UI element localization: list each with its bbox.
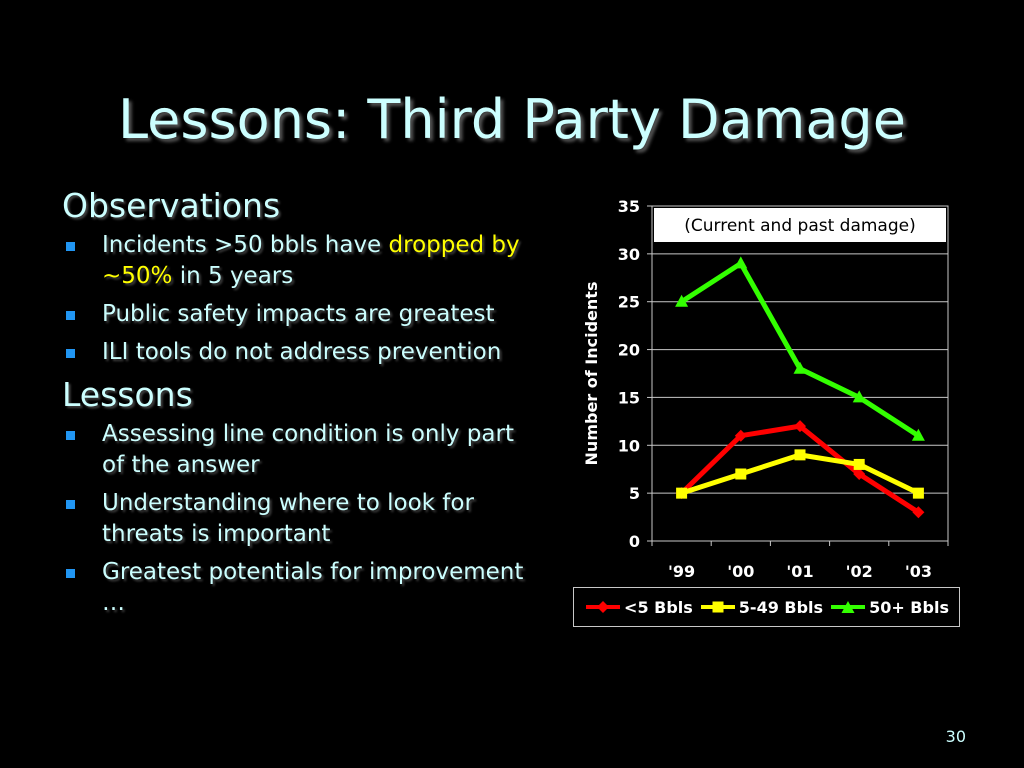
observation-item-3: ILI tools do not address prevention [62, 337, 542, 368]
lesson-item-3: Greatest potentials for improvement … [62, 557, 542, 619]
legend-label-2: 5-49 Bbls [738, 597, 824, 617]
legend-swatch-2 [700, 601, 735, 613]
data-point-1-3 [794, 420, 806, 433]
x-tick-label: '99 [668, 562, 695, 581]
chart-plot: 0 5 10 15 20 25 30 35 '99 '00 '01 '02 '03 Number of I… [582, 197, 949, 581]
annotation-box [654, 208, 946, 242]
x-tick-label: '01 [786, 562, 813, 581]
data-point-2-3 [794, 449, 806, 461]
legend-label-1: <5 Bbls [624, 597, 693, 617]
observation-item-2: Public safety impacts are greatest [62, 299, 542, 330]
x-tick-label: '00 [727, 562, 754, 581]
bullet-square-icon [66, 349, 75, 358]
legend-swatch-3 [831, 601, 866, 613]
lessons-list: Assessing line condition is only part of… [62, 419, 542, 619]
observation-item-1-suffix: in 5 years [172, 263, 294, 289]
data-point-3-2 [734, 256, 748, 269]
data-point-3-5 [911, 428, 925, 441]
bullet-square-icon [66, 311, 75, 320]
x-tick-label: '03 [905, 562, 932, 581]
x-tick-label: '02 [846, 562, 873, 581]
observation-item-1: Incidents >50 bbls have dropped by ~50% … [62, 230, 542, 292]
chart-annotation: (Current and past damage) [684, 216, 915, 236]
y-tick-label: 10 [618, 436, 640, 455]
bullet-square-icon [66, 242, 75, 251]
y-tick-label: 25 [618, 293, 640, 312]
observation-item-1-text: Incidents >50 bbls have [102, 232, 389, 258]
observation-highlight: dropped by ~50% [102, 232, 520, 289]
y-tick-label: 5 [629, 484, 640, 503]
bullet-square-icon [66, 500, 75, 509]
legend-item-3: 50+ Bbls [829, 598, 949, 617]
observations-heading: Observations [62, 186, 281, 225]
bullet-square-icon [66, 431, 75, 440]
data-point-2-5 [912, 487, 924, 499]
slide-content: Observations Incidents >50 bbls have dro… [62, 186, 542, 626]
chart-legend: <5 Bbls 5-49 Bbls 50+ Bbls [573, 587, 960, 627]
observation-item-3-text: ILI tools do not address prevention [102, 339, 502, 365]
legend-swatch-1 [586, 601, 621, 613]
lesson-item-2: Understanding where to look for threats … [62, 488, 542, 550]
data-point-2-2 [735, 468, 747, 480]
data-point-1-5 [912, 506, 925, 519]
observations-list: Incidents >50 bbls have dropped by ~50% … [62, 230, 542, 368]
data-point-1-2 [734, 429, 747, 442]
bullet-square-icon [66, 569, 75, 578]
observation-item-2-text: Public safety impacts are greatest [102, 301, 495, 327]
data-point-2-4 [853, 458, 865, 470]
lessons-heading: Lessons [62, 375, 193, 414]
legend-label-3: 50+ Bbls [869, 597, 949, 617]
data-point-2-1 [676, 487, 688, 499]
data-point-3-4 [852, 390, 866, 403]
incidents-chart: 0 5 10 15 20 25 30 35 '99 '00 '01 '02 '03 Number of I… [568, 190, 968, 640]
y-tick-label: 35 [618, 197, 640, 216]
y-tick-label: 0 [629, 532, 640, 551]
data-point-3-3 [793, 361, 807, 374]
data-point-3-1 [675, 294, 689, 307]
y-tick-label: 30 [618, 245, 640, 264]
lesson-item-2-text: Understanding where to look for threats … [102, 490, 474, 547]
lesson-item-1-text: Assessing line condition is only part of… [102, 421, 514, 478]
slide-title: Lessons: Third Party Damage [118, 88, 906, 151]
lesson-item-3-text: Greatest potentials for improvement … [102, 559, 524, 616]
data-point-1-4 [853, 468, 866, 480]
legend-item-1: <5 Bbls [584, 598, 693, 617]
lesson-item-1: Assessing line condition is only part of… [62, 419, 542, 481]
legend-item-2: 5-49 Bbls [699, 598, 823, 617]
y-tick-label: 15 [618, 388, 640, 407]
y-tick-label: 20 [618, 341, 640, 360]
y-axis-label: Number of Incidents [582, 282, 601, 466]
page-number: 30 [945, 727, 966, 746]
